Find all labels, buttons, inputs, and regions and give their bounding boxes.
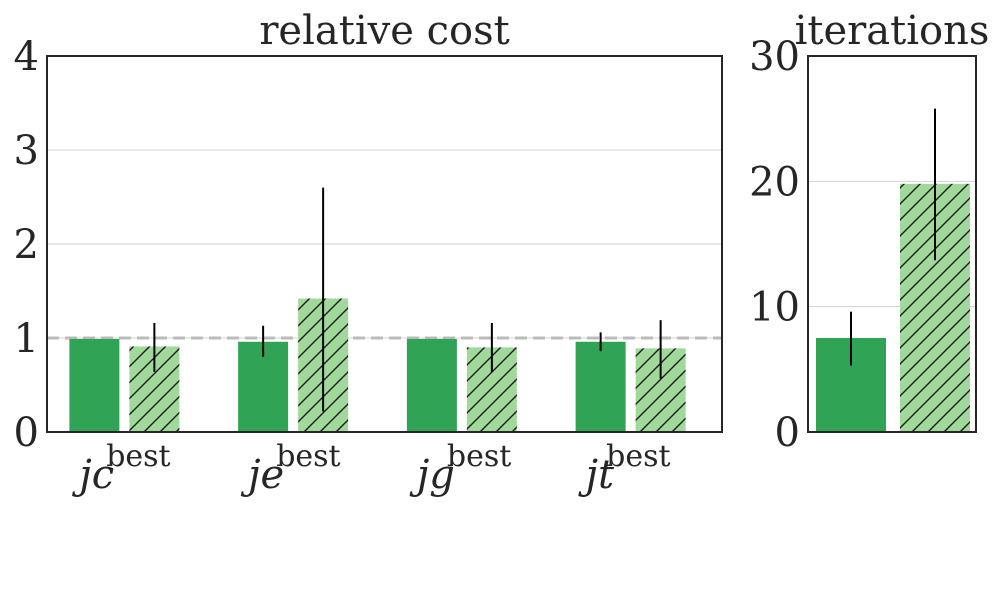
relative-cost-gridlines [47,149,722,339]
y-tick-label-0: 0 [775,410,800,456]
y-tick-label-0: 0 [14,410,39,456]
bar-solid-1 [238,341,289,432]
y-tick-label-1: 10 [749,285,800,331]
y-tick-label-4: 4 [14,34,39,80]
y-tick-label-2: 2 [14,222,39,268]
x-tick-label-0: jcbest [71,439,170,498]
relative-cost-title: relative cost [259,8,509,54]
y-tick-label-3: 3 [14,128,39,174]
relative-cost-axes-frame [46,55,723,433]
y-tick-label-1: 1 [14,316,39,362]
relative-cost-y-tick-labels: 0 1 2 3 4 [14,34,39,456]
y-tick-label-3: 30 [749,34,800,80]
iterations-error-bars [850,108,936,366]
y-tick-label-2: 20 [749,159,800,205]
x-tick-label-2: jgbest [409,439,511,498]
iterations-bars [816,183,970,432]
iterations-axes-frame [807,55,977,433]
iterations-y-tick-labels: 0 10 20 30 [749,34,800,456]
relative-cost-panel: 0 1 2 3 4 jcbest jebest jgbest jtbest relative … [14,8,723,498]
x-tick-label-1: jebest [240,439,341,498]
relative-cost-error-bars [153,187,662,412]
iterations-panel: 0 10 20 30 iterations [749,8,989,456]
x-tick-label-3: jtbest [578,439,671,498]
bar-solid-2 [406,338,457,432]
iterations-title: iterations [795,8,990,54]
relative-cost-bars [69,298,686,432]
bar-solid-0 [69,338,120,432]
bar-solid-3 [575,341,626,432]
relative-cost-x-tick-labels: jcbest jebest jgbest jtbest [71,439,670,498]
